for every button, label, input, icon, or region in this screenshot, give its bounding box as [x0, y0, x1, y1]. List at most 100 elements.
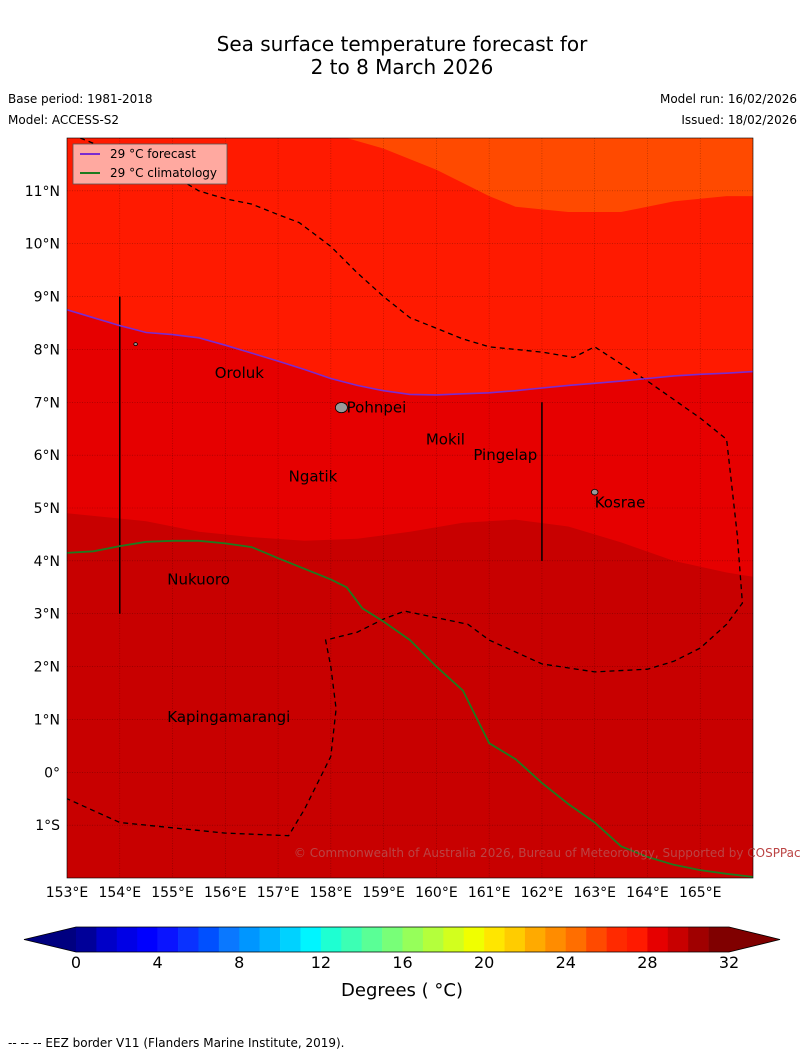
colorbar-segment: [341, 927, 362, 952]
colorbar-tick-label: 28: [637, 953, 658, 972]
lat-tick-label: 10°N: [25, 237, 60, 253]
lat-tick-label: 8°N: [34, 342, 60, 358]
colorbar-segment: [361, 927, 383, 952]
colorbar-segment: [259, 927, 281, 952]
legend-box: [72, 143, 228, 185]
eez-border-line: [67, 138, 744, 837]
island-shape: [590, 488, 599, 496]
legend: 29 °C forecast 29 °C climatology: [72, 143, 228, 185]
map-plot-area: Oroluk Pohnpei Mokil Pingelap Ngatik Kosrae Nu…: [67, 138, 753, 878]
lat-tick-label: 4°N: [34, 554, 60, 570]
colorbar-segment: [402, 927, 424, 952]
place-label: Mokil: [426, 430, 465, 448]
colorbar-segment: [586, 927, 607, 952]
colorbar-segment: [198, 927, 220, 952]
colorbar-segment: [157, 927, 179, 952]
issued-date: Issued: 18/02/2026: [681, 113, 797, 127]
base-period: Base period: 1981-2018: [8, 92, 153, 106]
lat-tick-label: 2°N: [34, 660, 60, 676]
colorbar: [23, 926, 781, 953]
colorbar-segment: [382, 927, 403, 952]
colorbar-segment: [463, 927, 485, 952]
colorbar-segment: [606, 927, 628, 952]
legend-climatology-label: 29 °C climatology: [110, 166, 217, 180]
place-label: Pohnpei: [347, 399, 407, 417]
place-label: Ngatik: [289, 467, 338, 485]
lat-tick-label: 7°N: [34, 395, 60, 411]
lon-tick-label: 161°E: [468, 885, 511, 901]
colorbar-segment: [280, 927, 301, 952]
colorbar-segment: [667, 927, 689, 952]
colorbar-tick-label: 32: [718, 953, 740, 972]
place-label: Pingelap: [473, 446, 537, 464]
colorbar-tick-label: 24: [555, 953, 576, 972]
title-line-1: Sea surface temperature forecast for: [216, 32, 588, 56]
legend-forecast-label: 29 °C forecast: [110, 147, 196, 161]
colorbar-segment: [320, 927, 342, 952]
lon-tick-label: 158°E: [310, 885, 353, 901]
colorbar-segment: [504, 927, 526, 952]
sst-region-orange: [67, 138, 753, 212]
lat-tick-label: 6°N: [34, 448, 60, 464]
colorbar-outline: [23, 926, 781, 953]
colorbar-title: Degrees ( °C): [341, 980, 463, 1001]
colorbar-tick-label: 20: [473, 953, 495, 972]
colorbar-segment: [239, 927, 260, 952]
colorbar-segment: [688, 927, 709, 952]
lon-tick-label: 163°E: [573, 885, 616, 901]
colorbar-segment: [545, 927, 567, 952]
lat-tick-label: 1°S: [35, 818, 60, 834]
lat-tick-label: 11°N: [25, 184, 60, 200]
colorbar-segment: [178, 927, 199, 952]
lon-tick-label: 155°E: [151, 885, 194, 901]
colorbar-segment: [708, 927, 730, 952]
colorbar-segment: [300, 927, 322, 952]
map-plot: Oroluk Pohnpei Mokil Pingelap Ngatik Kosrae Nu…: [25, 137, 801, 901]
colorbar-segment: [443, 927, 465, 952]
lon-tick-label: 162°E: [521, 885, 564, 901]
model-name: Model: ACCESS-S2: [8, 113, 120, 127]
colorbar-segment: [76, 927, 97, 952]
colorbar-under-arrow: [24, 927, 76, 952]
colorbar-tick-label: 12: [310, 953, 332, 972]
lon-tick-label: 157°E: [257, 885, 300, 901]
lon-tick-label: 164°E: [626, 885, 669, 901]
lon-tick-label: 159°E: [362, 885, 405, 901]
place-label: Nukuoro: [167, 570, 230, 588]
colorbar-segment: [565, 927, 587, 952]
island-shape: [133, 342, 138, 347]
lat-tick-label: 1°N: [34, 712, 60, 728]
colorbar-tick-label: 0: [70, 953, 82, 972]
lon-tick-label: 154°E: [98, 885, 141, 901]
lat-tick-label: 9°N: [34, 290, 60, 306]
colorbar-tick-label: 8: [234, 953, 245, 972]
lat-tick-label: 3°N: [34, 607, 60, 623]
colorbar-tick-label: 4: [152, 953, 163, 972]
colorbar-segment: [524, 927, 546, 952]
colorbar-segment: [626, 927, 648, 952]
map-figure: Oroluk Pohnpei Mokil Pingelap Ngatik Kosrae Nu…: [23, 137, 801, 953]
lat-tick-label: 0°: [44, 765, 60, 781]
colorbar-segment: [137, 927, 158, 952]
isotherm-29-forecast: [67, 309, 753, 396]
colorbar-segment: [484, 927, 505, 952]
copyright-text: © Commonwealth of Australia 2026, Bureau…: [294, 846, 801, 860]
lon-tick-label: 153°E: [46, 885, 89, 901]
lon-tick-label: 165°E: [679, 885, 722, 901]
colorbar-segment: [116, 927, 138, 952]
place-label: Kosrae: [595, 494, 646, 512]
island-shape: [334, 402, 348, 414]
colorbar-segment: [422, 927, 444, 952]
colorbar-segment: [647, 927, 669, 952]
lon-tick-label: 160°E: [415, 885, 458, 901]
colorbar-tick-label: 16: [392, 953, 413, 972]
colorbar-over-arrow: [729, 927, 780, 952]
footnote-eez: -- -- -- EEZ border V11 (Flanders Marine…: [8, 1036, 345, 1050]
isotherm-29-climatology: [67, 539, 753, 878]
title-line-2: 2 to 8 March 2026: [310, 55, 494, 79]
model-run: Model run: 16/02/2026: [659, 92, 797, 106]
colorbar-segment: [96, 927, 118, 952]
place-label: Kapingamarangi: [167, 708, 290, 726]
place-label: Oroluk: [215, 364, 264, 382]
lat-tick-label: 5°N: [34, 501, 60, 517]
